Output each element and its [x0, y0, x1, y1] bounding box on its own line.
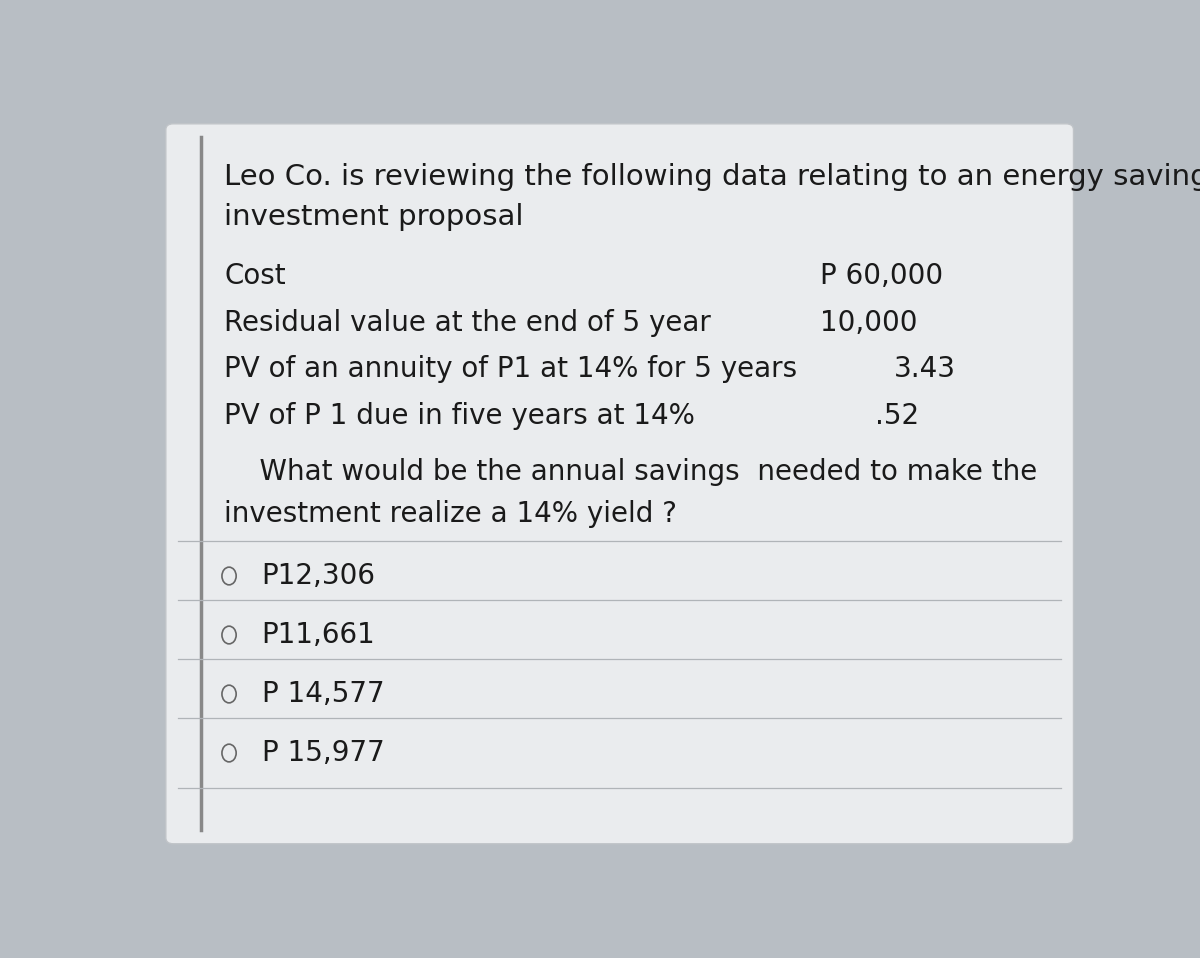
Text: investment proposal: investment proposal	[224, 203, 524, 232]
Text: PV of P 1 due in five years at 14%: PV of P 1 due in five years at 14%	[224, 402, 695, 430]
Text: Residual value at the end of 5 year: Residual value at the end of 5 year	[224, 309, 712, 337]
FancyBboxPatch shape	[166, 124, 1074, 844]
Text: What would be the annual savings  needed to make the: What would be the annual savings needed …	[224, 458, 1038, 486]
Text: 10,000: 10,000	[820, 309, 917, 337]
Text: .52: .52	[876, 402, 919, 430]
Text: Leo Co. is reviewing the following data relating to an energy saving: Leo Co. is reviewing the following data …	[224, 163, 1200, 191]
Text: P 15,977: P 15,977	[262, 739, 384, 767]
Text: P11,661: P11,661	[262, 621, 376, 649]
Text: Cost: Cost	[224, 262, 286, 290]
Text: P 60,000: P 60,000	[820, 262, 943, 290]
Text: P 14,577: P 14,577	[262, 680, 384, 708]
Text: 3.43: 3.43	[894, 355, 956, 383]
Text: P12,306: P12,306	[262, 562, 376, 590]
Text: PV of an annuity of P1 at 14% for 5 years: PV of an annuity of P1 at 14% for 5 year…	[224, 355, 798, 383]
Text: investment realize a 14% yield ?: investment realize a 14% yield ?	[224, 500, 677, 528]
